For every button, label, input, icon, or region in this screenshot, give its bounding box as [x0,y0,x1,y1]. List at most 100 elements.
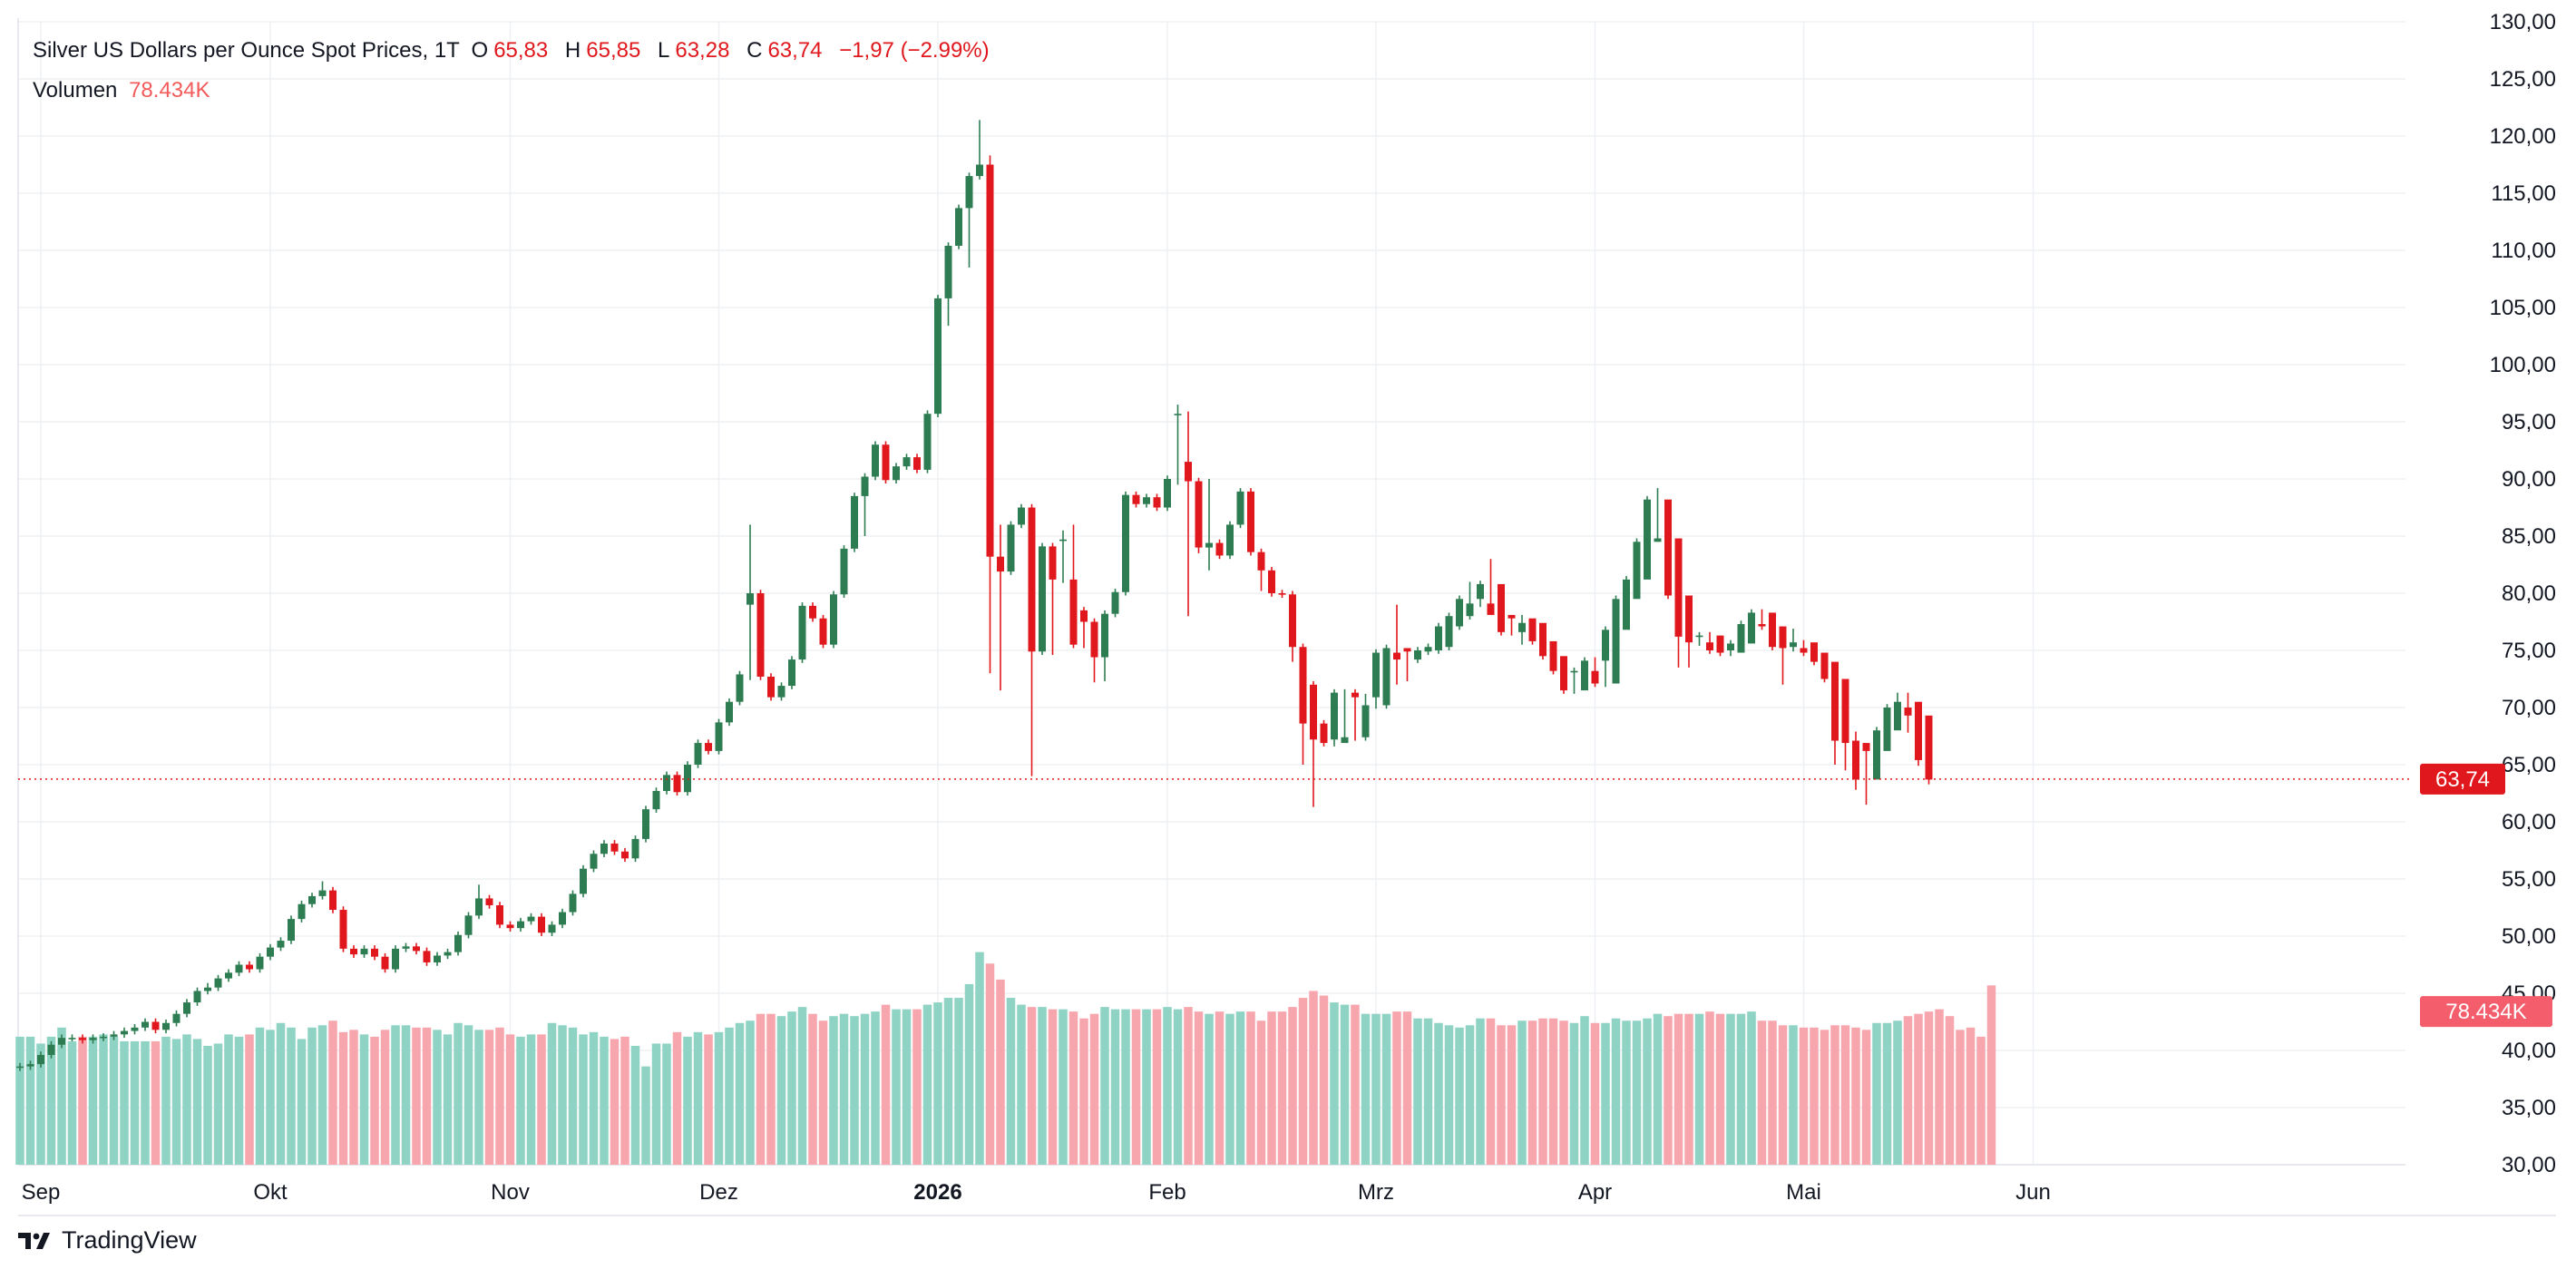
candle-body [610,843,619,852]
candle-body [235,964,243,973]
candle-body [204,987,211,991]
volume-bar [725,1027,734,1165]
volume-bar [1340,1004,1350,1165]
candle-body [934,298,942,415]
x-tick-label: Mrz [1358,1180,1394,1205]
volume-bar [454,1022,463,1165]
volume-bar [1351,1004,1360,1165]
volume-bar [495,1027,504,1165]
volume-bar [192,1039,202,1165]
candle-body [642,809,649,839]
volume-bar [1205,1013,1214,1165]
volume-bar [568,1027,578,1165]
candle-body [1257,552,1265,571]
candle-body [26,1064,34,1067]
volume-bar [1830,1025,1839,1165]
candle-body [1393,652,1400,660]
candle-body [673,775,681,793]
volume-bar [182,1034,191,1165]
volume-bar [359,1034,369,1165]
volume-bar [1267,1011,1276,1165]
candle-body [1039,546,1046,652]
volume-bar [881,1004,891,1165]
candle-body [162,1022,170,1030]
volume-bar [1976,1036,1986,1165]
x-tick-label: Feb [1148,1180,1186,1205]
grid-lines [17,18,2556,1216]
volume-bar [1736,1013,1746,1165]
volume-bar [1507,1025,1517,1165]
candle-body [1164,479,1171,508]
candle-body [1205,542,1213,548]
volume-bar [1664,1016,1673,1165]
volume-bar [1861,1030,1871,1165]
candle-body [965,176,973,209]
volume-bar [349,1030,358,1165]
volume-bar [850,1016,859,1165]
candle-body [1831,661,1839,741]
candle-body [47,1044,55,1056]
candle-body [621,851,629,859]
candle-body [1581,660,1588,691]
volume-bar [391,1025,400,1165]
candle-body [1539,622,1547,657]
candle-body [517,921,524,929]
volume-bar [537,1034,546,1165]
y-tick-label: 75,00 [2502,639,2556,663]
candle-body [756,593,765,677]
candle-body [1226,524,1234,556]
time-axis[interactable]: Sep Okt Nov Dez 2026 Feb Mrz Apr Mai Jun [22,1180,2051,1205]
volume-bar [1757,1020,1767,1165]
y-tick-label: 65,00 [2502,753,2556,777]
candle-body [840,548,848,595]
volume-bar [171,1039,181,1165]
y-tick-label: 120,00 [2490,124,2556,149]
volume-bar [1517,1020,1527,1165]
volume-bar [1173,1009,1183,1165]
candle-body [89,1038,97,1040]
volume-bar [1330,1002,1339,1165]
candle-body [1028,507,1036,652]
tradingview-logo[interactable]: TradingView [16,1226,197,1255]
volume-bar [1277,1011,1287,1165]
candle-body [423,951,431,962]
candle-body [830,594,837,645]
candle-body [1445,616,1453,648]
candle-body [1623,579,1630,630]
volume-bar [1423,1018,1433,1165]
candle-body [559,912,566,925]
candle-body [861,476,869,496]
volume-bar [151,1040,161,1165]
volume-bar [1413,1018,1422,1165]
volume-bar [1497,1025,1506,1165]
price-axis[interactable]: 30,0035,0040,0045,0050,0055,0060,0065,00… [2490,10,2556,1177]
candle-body [736,674,744,702]
volume-bar [996,979,1005,1165]
candle-body [1331,692,1338,740]
candle-body [986,164,994,557]
candle-body [360,948,368,955]
candle-body [1654,538,1662,542]
candle-body [538,916,545,933]
volume-bar [735,1022,745,1165]
candle-body [726,701,733,723]
volume-bar [276,1022,286,1165]
candle-body [371,948,378,957]
candle-body [381,956,389,970]
candle-body [267,947,274,957]
candle-body [652,790,660,810]
volume-bar [224,1034,233,1165]
volume-bar [1914,1013,1923,1165]
candle-body [1852,740,1859,780]
candle-body [1247,491,1254,552]
volume-bar [1048,1009,1058,1165]
last-price-badge-bg [2420,763,2505,795]
candle-body [392,948,399,970]
volume-bar [1371,1013,1381,1165]
candle-body [1612,599,1620,684]
volume-bar [234,1036,244,1165]
volume-bar [36,1043,45,1165]
volume-bar [1027,1007,1037,1165]
candle-body [183,1002,190,1014]
